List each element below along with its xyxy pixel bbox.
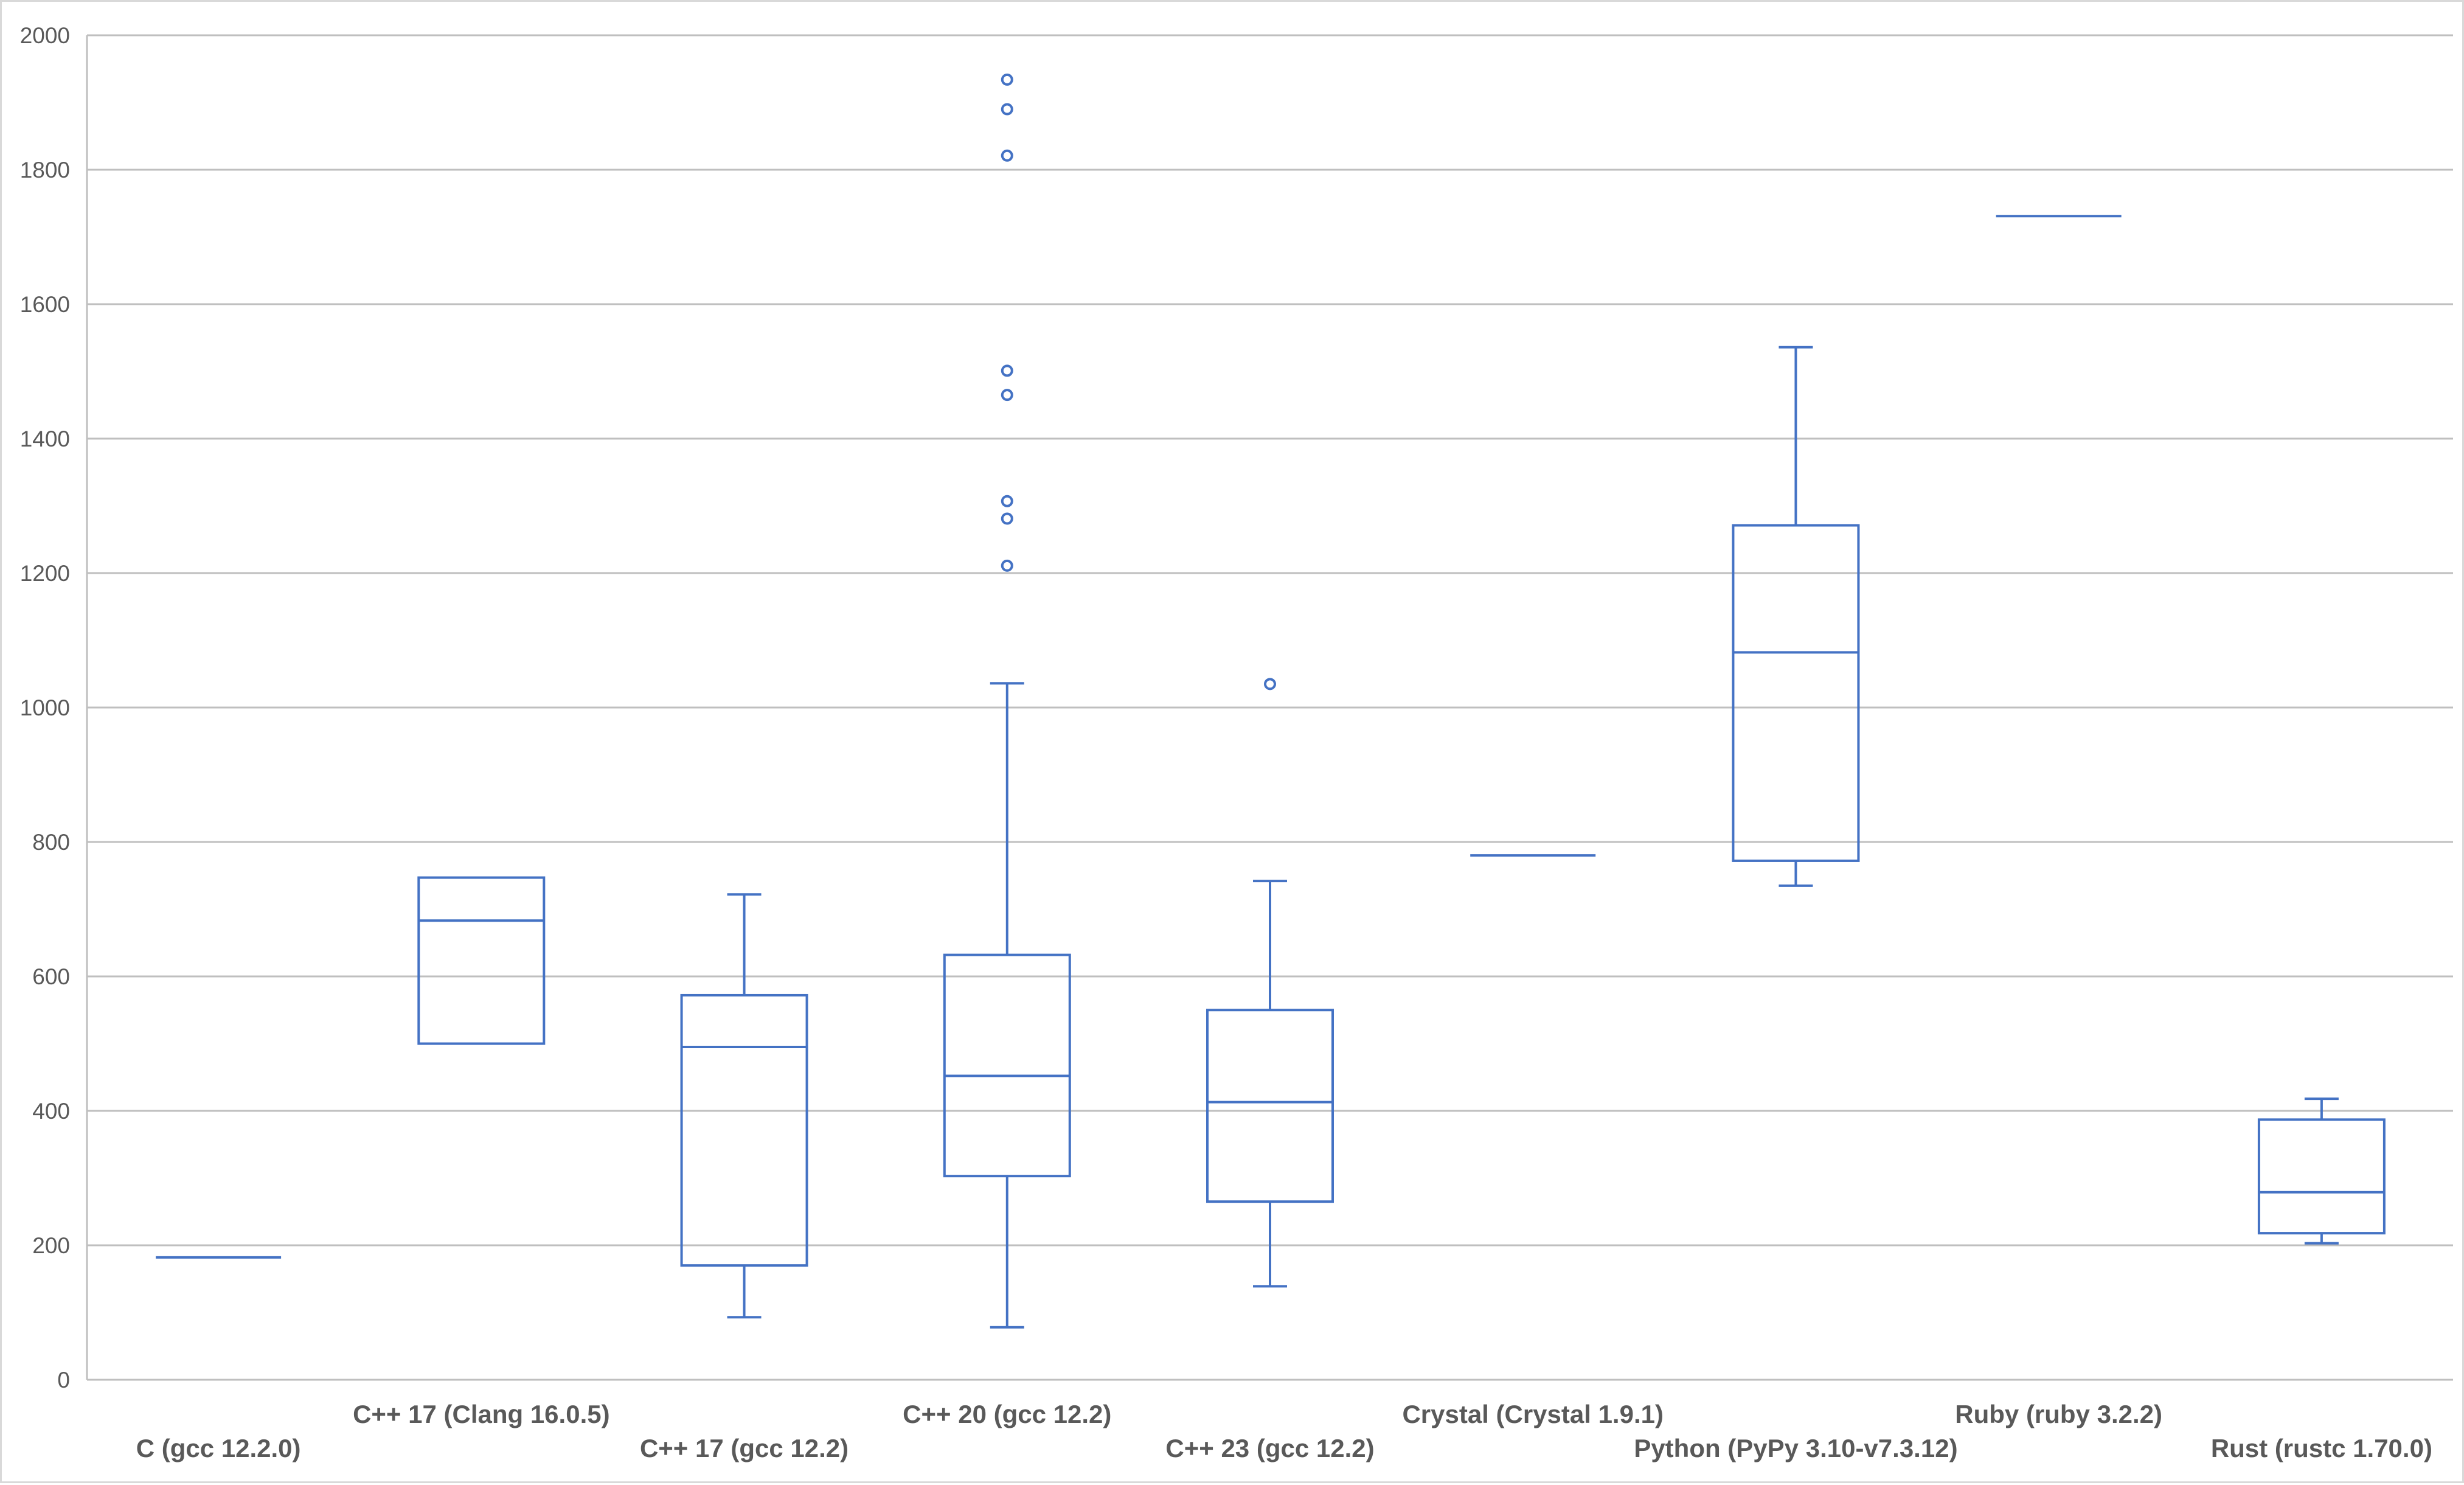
- y-tick-label: 800: [32, 830, 70, 855]
- box-6: [1732, 346, 1860, 887]
- gridlines: [87, 34, 2453, 1247]
- box-body: [417, 876, 546, 1045]
- y-tick-label: 1600: [20, 292, 70, 317]
- x-axis-category-labels: C (gcc 12.2.0) C++ 17 (Clang 16.0.5) C++ 1…: [136, 1400, 2432, 1462]
- y-tick-label: 1400: [20, 426, 70, 451]
- category-label: C++ 20 (gcc 12.2): [903, 1400, 1111, 1428]
- box-body: [1206, 1009, 1334, 1203]
- axes: [86, 35, 2453, 1381]
- category-label: C (gcc 12.2.0): [136, 1434, 301, 1462]
- y-tick-label: 1200: [20, 561, 70, 586]
- box-body: [680, 993, 808, 1267]
- outlier-point: [1264, 678, 1276, 690]
- y-tick-label: 2000: [20, 23, 70, 48]
- category-label: C++ 17 (gcc 12.2): [640, 1434, 849, 1462]
- category-label: Rust (rustc 1.70.0): [2211, 1434, 2432, 1462]
- y-tick-label: 1800: [20, 158, 70, 183]
- box-body: [1732, 524, 1860, 862]
- outlier-point: [1001, 149, 1013, 162]
- outlier-point: [1001, 559, 1013, 572]
- y-tick-label: 600: [32, 964, 70, 989]
- outlier-point: [1001, 103, 1013, 116]
- box-4: [1206, 678, 1334, 1288]
- y-tick-label: 400: [32, 1099, 70, 1124]
- category-label: Ruby (ruby 3.2.2): [1955, 1400, 2162, 1428]
- category-label: Python (PyPy 3.10-v7.3.12): [1634, 1434, 1957, 1462]
- category-label: C++ 23 (gcc 12.2): [1165, 1434, 1374, 1462]
- y-tick-label: 200: [32, 1233, 70, 1258]
- category-label: Crystal (Crystal 1.9.1): [1402, 1400, 1664, 1428]
- category-label: C++ 17 (Clang 16.0.5): [353, 1400, 610, 1428]
- box-3: [943, 73, 1071, 1329]
- y-tick-label: 0: [57, 1368, 70, 1393]
- y-axis-tick-labels: 0 200 400 600 800 1000 1200 1400 1600 1800 2000: [20, 23, 70, 1393]
- outlier-point: [1001, 364, 1013, 377]
- box-body: [943, 953, 1071, 1178]
- box-8: [2257, 1097, 2386, 1245]
- box-body: [2257, 1118, 2386, 1235]
- outlier-point: [1001, 512, 1013, 525]
- box-1: [417, 876, 546, 1045]
- box-series: [156, 73, 2386, 1329]
- box-2: [680, 893, 808, 1319]
- outlier-point: [1001, 495, 1013, 507]
- outlier-point: [1001, 73, 1013, 86]
- outlier-point: [1001, 389, 1013, 402]
- y-tick-label: 1000: [20, 695, 70, 720]
